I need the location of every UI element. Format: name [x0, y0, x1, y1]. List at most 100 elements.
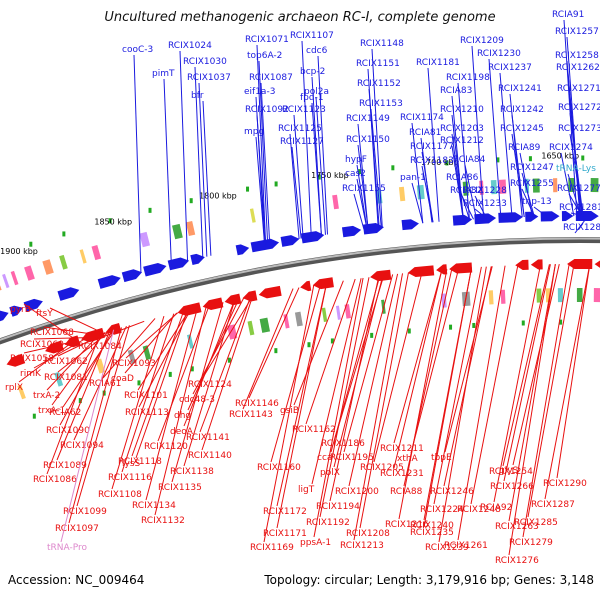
plus-label-leader: [421, 165, 434, 223]
minus-strand-gene: [436, 264, 448, 275]
plus-label-leader: [509, 93, 523, 218]
cog-block-plus: [416, 184, 425, 200]
plus-gene-label: RCIA83: [440, 86, 472, 96]
cog-block-plus: [172, 223, 183, 240]
minus-label-leader: [311, 278, 362, 485]
minus-gene-label: RCIX1171: [263, 529, 307, 539]
minus-gene-label: RCIX1200: [335, 487, 379, 497]
plus-gene-label: top6A-2: [247, 51, 282, 61]
minus-gene-label: RCIX1068: [30, 328, 74, 338]
plus-gene-label: pimT: [152, 69, 175, 79]
minus-gene-label: polX: [320, 468, 340, 478]
plus-gene-label: RCIX1149: [346, 114, 390, 124]
minus-label-leader: [23, 303, 78, 342]
cog-block-plus: [553, 178, 558, 193]
minus-label-leader: [433, 266, 482, 505]
plus-label-leader: [291, 146, 302, 239]
cog-block-plus: [91, 245, 102, 261]
minus-label-leader: [33, 337, 88, 369]
minus-strand-gene: [530, 259, 543, 270]
plus-strand-gene: [540, 211, 560, 222]
plus-gene-label: RCIX1151: [356, 59, 400, 69]
plus-gene-label: RCIX1024: [168, 41, 212, 51]
minus-strand-gene: [242, 290, 258, 302]
plus-strand-gene: [97, 275, 121, 289]
plus-label-leader: [451, 145, 464, 221]
minus-label-leader: [33, 337, 88, 340]
plus-gene-label: bcp-2: [300, 67, 325, 77]
plus-gene-label: pol2a: [304, 87, 329, 97]
minus-strand-gene: [300, 280, 312, 292]
minus-label-leader: [248, 287, 300, 399]
minus-strand-gene: [312, 277, 334, 290]
plus-label-leader: [356, 178, 368, 230]
plus-gene-label: RCIX1273: [558, 124, 600, 134]
marker-plus: [317, 174, 321, 180]
minus-label-leader: [556, 263, 591, 479]
marker-plus: [148, 207, 152, 213]
minus-label-leader: [443, 266, 492, 487]
plus-gene-label: bfr: [191, 91, 204, 101]
cog-block-plus: [249, 208, 256, 223]
minus-gene-label: RCIX1192: [306, 518, 350, 528]
plus-label-leader: [570, 212, 585, 217]
plus-gene-label: tRNA-Lys: [556, 164, 596, 174]
cog-block-plus: [79, 249, 87, 264]
plus-gene-label: RCIX1228: [463, 186, 507, 196]
marker-plus: [108, 218, 112, 224]
cog-block-plus: [590, 178, 599, 193]
minus-label-leader: [171, 302, 224, 483]
plus-gene-label: RCIX1037: [187, 73, 231, 83]
minus-gene-label: trxA-2: [33, 391, 60, 401]
plus-label-leader: [457, 82, 470, 220]
plus-strand-gene: [498, 212, 523, 223]
minus-label-leader: [43, 326, 97, 336]
minus-label-leader: [49, 307, 104, 334]
plus-gene-label: eif1a-3: [244, 87, 275, 97]
marker-minus: [521, 320, 525, 326]
plus-strand-gene: [474, 213, 497, 225]
minus-label-leader: [493, 264, 542, 503]
minus-gene-label: RCIX1140: [188, 451, 232, 461]
plus-gene-label: RCIX1177: [410, 142, 454, 152]
plus-gene-label: RCIX1153: [359, 99, 403, 109]
marker-minus: [32, 413, 36, 419]
minus-label-leader: [508, 264, 556, 522]
minus-gene-label: RCIX1285: [514, 518, 558, 528]
minus-label-leader: [183, 299, 236, 467]
plus-label-leader: [411, 182, 424, 224]
minus-strand-gene: [594, 260, 600, 268]
plus-gene-label: RCIX1123: [282, 105, 326, 115]
cog-block-minus: [593, 288, 600, 303]
minus-gene-label: RCIX1101: [124, 391, 168, 401]
cog-block-minus: [17, 384, 26, 400]
minus-gene-label: rimK: [20, 369, 42, 379]
minus-strand-gene: [567, 259, 593, 270]
plus-label-leader: [256, 44, 267, 245]
plus-gene-label: RCIA89: [508, 143, 541, 153]
minus-label-leader: [544, 263, 591, 500]
minus-label-leader: [57, 330, 111, 357]
minus-gene-label: RCIX1120: [144, 442, 188, 452]
minus-gene-label: RCIX1276: [495, 556, 539, 566]
minus-gene-label: RCIX1062: [44, 357, 88, 367]
cog-block-minus: [54, 371, 64, 387]
minus-gene-label: RCIX1231: [380, 469, 424, 479]
minus-label-leader: [46, 333, 101, 391]
marker-minus: [78, 398, 82, 404]
backbone-tick-label: 1700 kbp: [421, 158, 459, 167]
minus-label-leader: [313, 277, 364, 538]
minus-gene-label: RCIX1118: [118, 457, 162, 467]
minus-label-leader: [145, 307, 198, 501]
minus-gene-label: RCIX1108: [98, 490, 142, 500]
cog-block-plus: [59, 254, 68, 270]
minus-label-leader: [503, 264, 551, 482]
minus-gene-label: RCIX1135: [158, 483, 202, 493]
backbone-highlight: [0, 237, 600, 341]
minus-gene-label: RCIX1211: [380, 444, 424, 454]
minus-gene-label: RCIX1138: [170, 467, 214, 477]
minus-gene-label: RCIA92: [480, 503, 512, 513]
minus-label-leader: [183, 299, 236, 427]
plus-strand-gene: [23, 298, 43, 312]
